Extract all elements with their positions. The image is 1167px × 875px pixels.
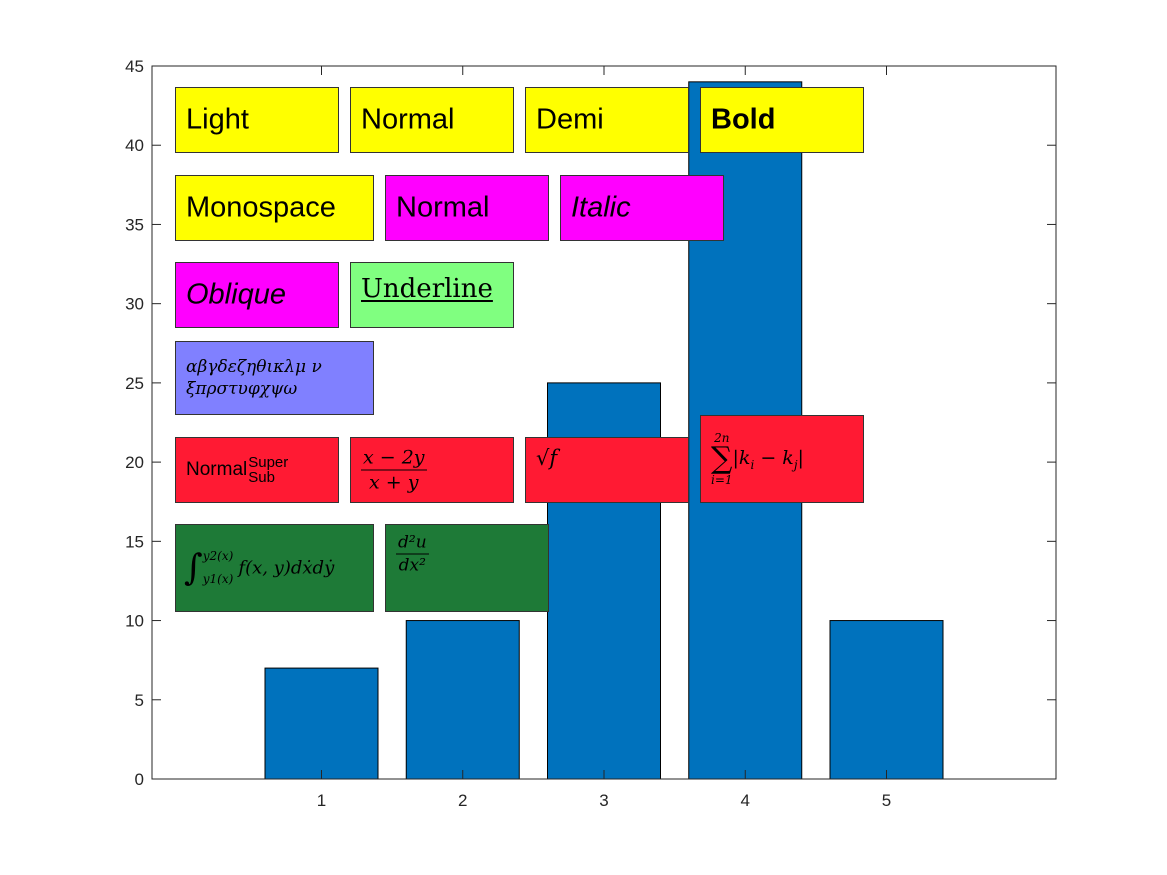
annotation-sum-end: | [797,446,804,469]
annotation-fraction: x − 2y x + y [350,437,514,503]
annotation-italic-text: Italic [571,191,631,224]
annotation-sum-minus: − k [754,446,794,469]
annotation-monospace: Monospace [175,175,374,241]
annotation-demi-text: Demi [536,103,604,136]
annotation-sum-expr: |ki − kj| [732,446,804,472]
annotation-supsub-sup: Super [248,454,289,471]
y-tick-label-30: 30 [125,295,144,314]
y-tick-label-10: 10 [125,612,144,631]
x-tick-label-2: 2 [458,791,467,810]
annotation-underline: Underline [350,262,514,328]
annotation-derivative-text: d²u dx² [396,533,429,576]
annotation-derivative: d²u dx² [385,524,549,612]
annotation-sum-lower: i=1 [711,473,733,487]
sigma-symbol: ∑ [711,441,733,476]
y-tick-label-45: 45 [125,57,144,76]
annotation-normal-angle: Normal [385,175,549,241]
annotation-sum-sub-j: j [793,457,798,472]
annotation-monospace-text: Monospace [186,191,336,224]
y-tick-label-25: 25 [125,374,144,393]
annotation-integral-expr: f(x, y)dẋdẏ [238,557,335,579]
annotation-normal-weight-text: Normal [361,103,455,136]
bar-2 [405,620,520,780]
y-tick-label-35: 35 [125,215,144,234]
annotation-sum-operator: 2n ∑ i=1 [711,432,733,486]
annotation-italic: Italic [560,175,724,241]
annotation-oblique: Oblique [175,262,339,328]
annotation-fraction-numerator: x − 2y [361,446,427,471]
annotation-integral-lower: y1(x) [202,572,234,586]
annotation-normal-weight: Normal [350,87,514,153]
annotation-supsub: Normal Super Sub [175,437,339,503]
annotation-greek-line2: ξπρστυφχψω [186,379,298,399]
annotation-derivative-denominator: dx² [398,555,426,576]
annotation-demi: Demi [525,87,689,153]
annotation-integral-text: ∫ y2(x) y1(x) f(x, y)dẋdẏ [184,545,334,591]
annotation-bold: Bold [700,87,864,153]
annotation-light: Light [175,87,339,153]
annotation-supsub-stack: Super Sub [248,455,288,485]
bar-5 [829,620,944,780]
bar-1 [264,667,379,780]
annotation-sum: 2n ∑ i=1 |ki − kj| [700,415,864,503]
annotation-sum-sub-i: i [750,457,755,472]
y-tick-label-40: 40 [125,136,144,155]
annotation-sum-text: 2n ∑ i=1 |ki − kj| [711,432,804,486]
annotation-bold-text: Bold [711,103,776,136]
annotation-supsub-text: Normal Super Sub [186,455,288,485]
annotation-sum-upper: 2n [714,431,730,445]
x-tick-label-3: 3 [599,791,608,810]
annotation-supsub-base: Normal [186,459,248,481]
annotation-fraction-text: x − 2y x + y [361,447,427,494]
annotation-greek: αβγδεζηθικλμ ν ξπρστυφχψω [175,341,374,415]
annotation-light-text: Light [186,103,249,136]
x-tick-label-1: 1 [317,791,326,810]
annotation-oblique-text: Oblique [186,278,286,311]
annotation-integral-upper: y2(x) [202,549,234,564]
annotation-greek-text: αβγδεζηθικλμ ν ξπρστυφχψω [186,356,322,400]
annotation-underline-text: Underline [361,273,493,304]
annotation-greek-line1: αβγδεζηθικλμ ν [186,357,322,377]
annotation-fraction-denominator: x + y [369,471,419,494]
annotation-sqrt-text: √f [536,446,558,471]
annotation-sqrt: √f [525,437,689,503]
integral-symbol: ∫ [184,547,203,589]
annotation-derivative-numerator: d²u [396,532,429,555]
annotation-supsub-sub: Sub [248,469,275,486]
x-tick-label-5: 5 [882,791,891,810]
y-tick-label-15: 15 [125,532,144,551]
annotation-sum-expr-start: |k [732,446,751,469]
annotation-integral: ∫ y2(x) y1(x) f(x, y)dẋdẏ [175,524,374,612]
y-tick-label-20: 20 [125,453,144,472]
annotation-integral-limits: y2(x) y1(x) [203,545,234,591]
y-tick-label-0: 0 [135,770,144,789]
x-tick-label-4: 4 [741,791,750,810]
y-tick-label-5: 5 [135,691,144,710]
annotation-normal-angle-text: Normal [396,191,490,224]
